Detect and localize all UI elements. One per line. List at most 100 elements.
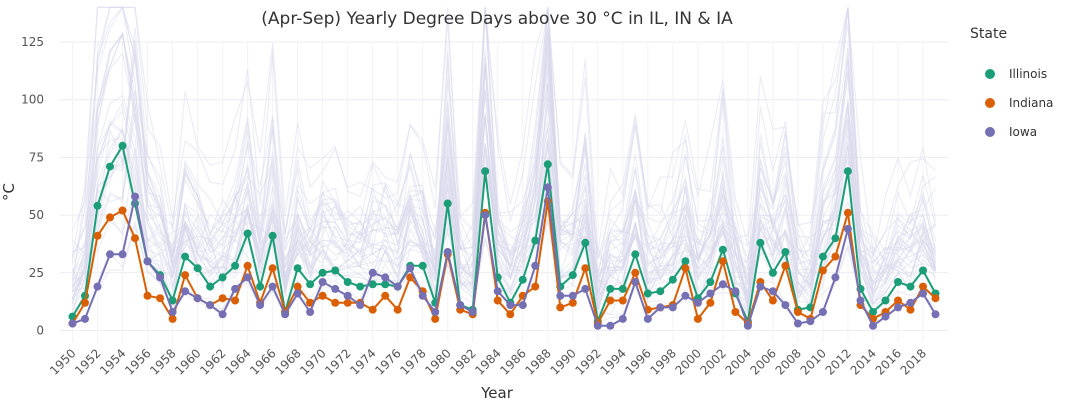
data-point[interactable] (356, 301, 365, 310)
data-point[interactable] (143, 291, 152, 300)
data-point[interactable] (869, 321, 877, 330)
data-point[interactable] (781, 248, 790, 256)
data-point[interactable] (168, 308, 177, 316)
data-point[interactable] (681, 264, 690, 273)
data-point[interactable] (531, 282, 540, 291)
data-point[interactable] (693, 314, 702, 323)
data-point[interactable] (206, 301, 215, 310)
data-point[interactable] (919, 282, 927, 291)
data-point[interactable] (581, 238, 590, 247)
data-point[interactable] (306, 308, 315, 316)
data-point[interactable] (718, 257, 727, 266)
data-point[interactable] (118, 206, 127, 215)
data-point[interactable] (606, 296, 615, 305)
data-point[interactable] (231, 296, 240, 305)
data-point[interactable] (368, 280, 377, 289)
data-point[interactable] (831, 252, 840, 261)
data-point[interactable] (218, 310, 227, 319)
data-point[interactable] (631, 250, 640, 259)
data-point[interactable] (318, 291, 327, 300)
data-point[interactable] (343, 298, 352, 307)
data-point[interactable] (193, 294, 202, 303)
data-point[interactable] (443, 199, 452, 208)
data-point[interactable] (406, 273, 415, 282)
data-point[interactable] (618, 296, 627, 305)
data-point[interactable] (293, 264, 302, 273)
data-point[interactable] (781, 301, 790, 310)
data-point[interactable] (418, 261, 427, 270)
data-point[interactable] (531, 236, 540, 245)
data-point[interactable] (218, 294, 227, 303)
data-point[interactable] (656, 303, 665, 312)
data-point[interactable] (156, 273, 165, 282)
data-point[interactable] (843, 167, 852, 176)
data-point[interactable] (468, 308, 477, 316)
data-point[interactable] (243, 229, 252, 238)
data-point[interactable] (131, 192, 139, 201)
data-point[interactable] (919, 266, 927, 275)
data-point[interactable] (681, 257, 690, 266)
data-point[interactable] (168, 296, 177, 305)
data-point[interactable] (256, 282, 265, 291)
data-point[interactable] (718, 245, 727, 254)
data-point[interactable] (556, 303, 565, 312)
data-point[interactable] (931, 310, 940, 319)
data-point[interactable] (843, 224, 852, 233)
data-point[interactable] (818, 252, 827, 261)
data-point[interactable] (243, 261, 252, 270)
data-point[interactable] (643, 314, 652, 323)
data-point[interactable] (106, 250, 114, 259)
legend[interactable]: State Illinois Indiana Iowa (970, 26, 1053, 139)
data-point[interactable] (181, 287, 190, 296)
data-point[interactable] (881, 296, 890, 305)
data-point[interactable] (356, 282, 365, 291)
data-point[interactable] (894, 303, 902, 312)
data-point[interactable] (931, 294, 940, 303)
data-point[interactable] (443, 248, 452, 256)
data-point[interactable] (756, 238, 765, 247)
data-point[interactable] (643, 289, 652, 298)
data-point[interactable] (831, 234, 840, 243)
data-point[interactable] (731, 287, 740, 296)
data-point[interactable] (81, 314, 89, 323)
data-point[interactable] (568, 271, 577, 280)
data-point[interactable] (368, 305, 377, 314)
data-point[interactable] (268, 264, 277, 273)
data-point[interactable] (793, 319, 802, 328)
data-point[interactable] (418, 291, 427, 300)
data-point[interactable] (381, 273, 390, 282)
data-point[interactable] (818, 266, 827, 275)
data-point[interactable] (668, 303, 677, 312)
data-point[interactable] (393, 305, 402, 314)
data-point[interactable] (856, 296, 865, 305)
series-iowa[interactable] (68, 183, 940, 330)
data-point[interactable] (268, 282, 277, 291)
data-point[interactable] (781, 261, 790, 270)
data-point[interactable] (681, 291, 690, 300)
data-point[interactable] (631, 268, 640, 277)
data-point[interactable] (106, 162, 114, 171)
data-point[interactable] (906, 298, 915, 307)
data-point[interactable] (581, 284, 590, 293)
data-point[interactable] (806, 317, 815, 326)
data-point[interactable] (481, 211, 490, 220)
data-point[interactable] (606, 321, 615, 330)
data-point[interactable] (381, 280, 390, 289)
data-point[interactable] (493, 296, 502, 305)
data-point[interactable] (81, 298, 89, 307)
data-point[interactable] (131, 234, 139, 243)
data-point[interactable] (218, 273, 227, 282)
data-point[interactable] (568, 298, 577, 307)
data-point[interactable] (343, 291, 352, 300)
data-point[interactable] (231, 261, 240, 270)
data-point[interactable] (593, 321, 602, 330)
data-point[interactable] (181, 252, 190, 261)
data-point[interactable] (406, 264, 415, 273)
data-point[interactable] (518, 301, 527, 310)
data-point[interactable] (431, 314, 440, 323)
data-point[interactable] (331, 266, 340, 275)
data-point[interactable] (293, 289, 302, 298)
data-point[interactable] (343, 278, 352, 286)
legend-item-indiana[interactable]: Indiana (985, 96, 1053, 110)
data-point[interactable] (493, 287, 502, 296)
